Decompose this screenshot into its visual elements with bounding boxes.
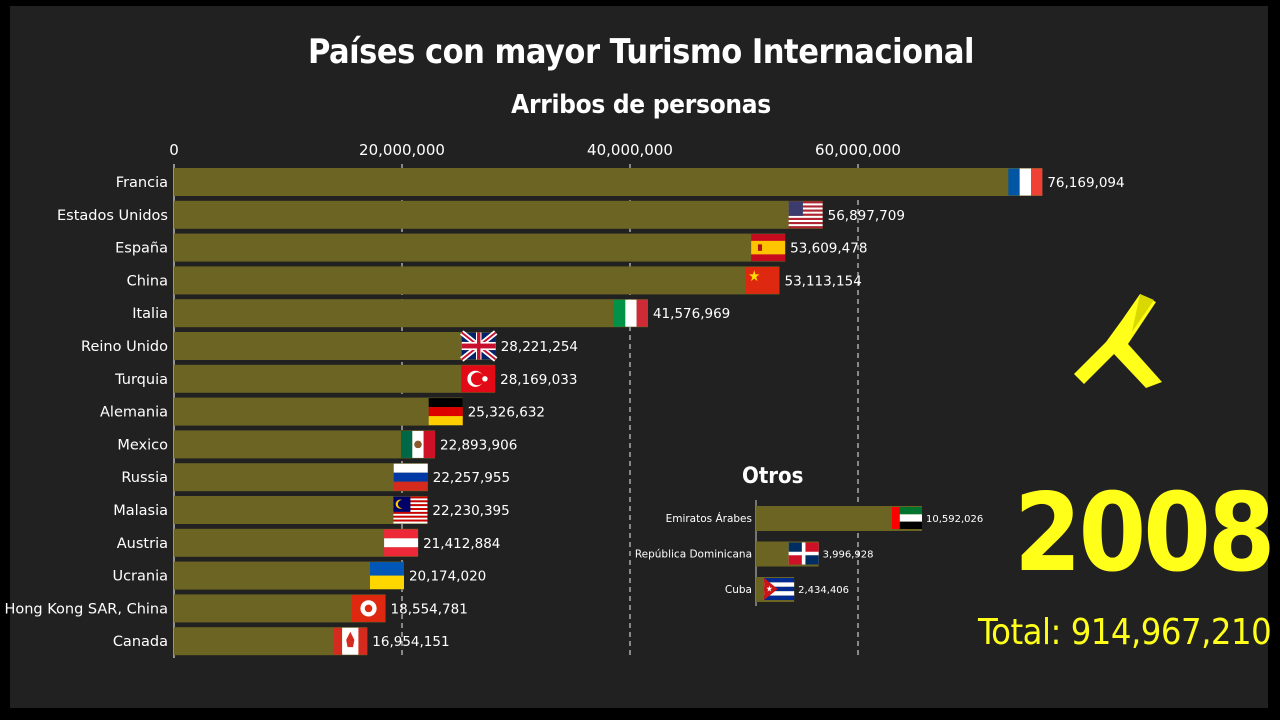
year-counter: 2008 xyxy=(1014,471,1275,596)
bar xyxy=(174,200,823,229)
mexico-flag-icon xyxy=(400,430,435,458)
bar xyxy=(174,594,386,623)
canada-flag-icon xyxy=(333,627,368,655)
ukraine-flag-icon xyxy=(369,562,404,590)
value-label: 28,169,033 xyxy=(500,372,577,388)
category-label: Mexico xyxy=(117,437,168,453)
value-label: 22,257,955 xyxy=(433,470,510,486)
austria-flag-icon xyxy=(384,529,419,557)
category-label: Francia xyxy=(116,175,168,191)
hongkong-flag-icon xyxy=(351,594,386,622)
x-tick-label: 60,000,000 xyxy=(815,141,901,159)
bar xyxy=(174,168,1043,196)
svg-text:★: ★ xyxy=(766,584,773,594)
malaysia-flag-icon xyxy=(393,496,428,524)
otros-title: Otros xyxy=(742,464,804,489)
value-label: 22,893,906 xyxy=(440,437,517,453)
uae-flag-icon xyxy=(892,507,922,529)
russia-flag-icon xyxy=(393,463,428,491)
bar xyxy=(174,430,435,459)
x-tick-label: 20,000,000 xyxy=(359,141,445,159)
italy-flag-icon xyxy=(613,299,648,327)
otros-category-label: Cuba xyxy=(725,584,752,596)
airplane-logo-icon xyxy=(1074,294,1162,388)
bar xyxy=(174,332,496,360)
x-tick-label: 40,000,000 xyxy=(587,141,673,159)
category-label: Turquia xyxy=(114,372,168,388)
value-label: 53,113,154 xyxy=(784,273,861,289)
france-flag-icon xyxy=(1008,168,1043,196)
value-label: 41,576,969 xyxy=(653,306,730,322)
dominican-republic-flag-icon xyxy=(788,542,819,565)
turkey-flag-icon xyxy=(461,365,496,393)
category-label: Malasia xyxy=(113,503,168,519)
category-label: España xyxy=(115,241,168,257)
category-label: Austria xyxy=(117,536,168,552)
chart-subtitle: Arribos de personas xyxy=(511,90,771,120)
value-label: 16,954,151 xyxy=(372,634,449,650)
value-label: 22,230,395 xyxy=(432,503,509,519)
category-label: Italia xyxy=(132,306,168,322)
value-label: 76,169,094 xyxy=(1047,175,1124,191)
bar xyxy=(174,561,404,590)
value-label: 25,326,632 xyxy=(468,405,545,421)
spain-flag-icon xyxy=(751,234,786,262)
value-label: 28,221,254 xyxy=(501,339,578,355)
value-label: 53,609,478 xyxy=(790,241,867,257)
otros-value-label: 3,996,928 xyxy=(823,550,874,561)
category-label: Canada xyxy=(113,634,168,650)
value-label: 56,897,709 xyxy=(828,208,905,224)
category-label: Reino Unido xyxy=(81,339,168,355)
bar xyxy=(174,463,428,492)
value-label: 18,554,781 xyxy=(391,601,468,617)
bar xyxy=(174,496,428,524)
chart-title: Países con mayor Turismo Internacional xyxy=(308,32,974,72)
category-label: Estados Unidos xyxy=(57,208,168,224)
category-label: Alemania xyxy=(100,405,168,421)
otros-value-label: 10,592,026 xyxy=(926,514,983,525)
value-label: 21,412,884 xyxy=(423,536,500,552)
uk-flag-icon xyxy=(460,330,498,362)
category-label: China xyxy=(127,273,168,289)
category-label: Hong Kong SAR, China xyxy=(4,601,168,617)
bar xyxy=(174,397,463,426)
x-tick-label: 0 xyxy=(169,141,179,159)
bar xyxy=(174,528,419,557)
otros-category-label: Emiratos Árabes xyxy=(666,512,752,525)
otros-value-label: 2,434,406 xyxy=(798,585,849,596)
total-label: Total: 914,967,210 xyxy=(978,612,1272,653)
bar xyxy=(174,266,780,295)
germany-flag-icon xyxy=(428,398,463,426)
category-label: Ucrania xyxy=(112,569,168,585)
svg-text:★: ★ xyxy=(748,267,760,285)
bar xyxy=(174,233,786,262)
category-label: Russia xyxy=(121,470,168,486)
value-label: 20,174,020 xyxy=(409,569,486,585)
usa-flag-icon xyxy=(788,201,823,229)
china-flag-icon: ★ xyxy=(745,266,780,294)
bar xyxy=(174,364,496,393)
bar xyxy=(174,299,648,328)
otros-category-label: República Dominicana xyxy=(635,549,752,561)
cuba-flag-icon: ★ xyxy=(764,578,795,600)
